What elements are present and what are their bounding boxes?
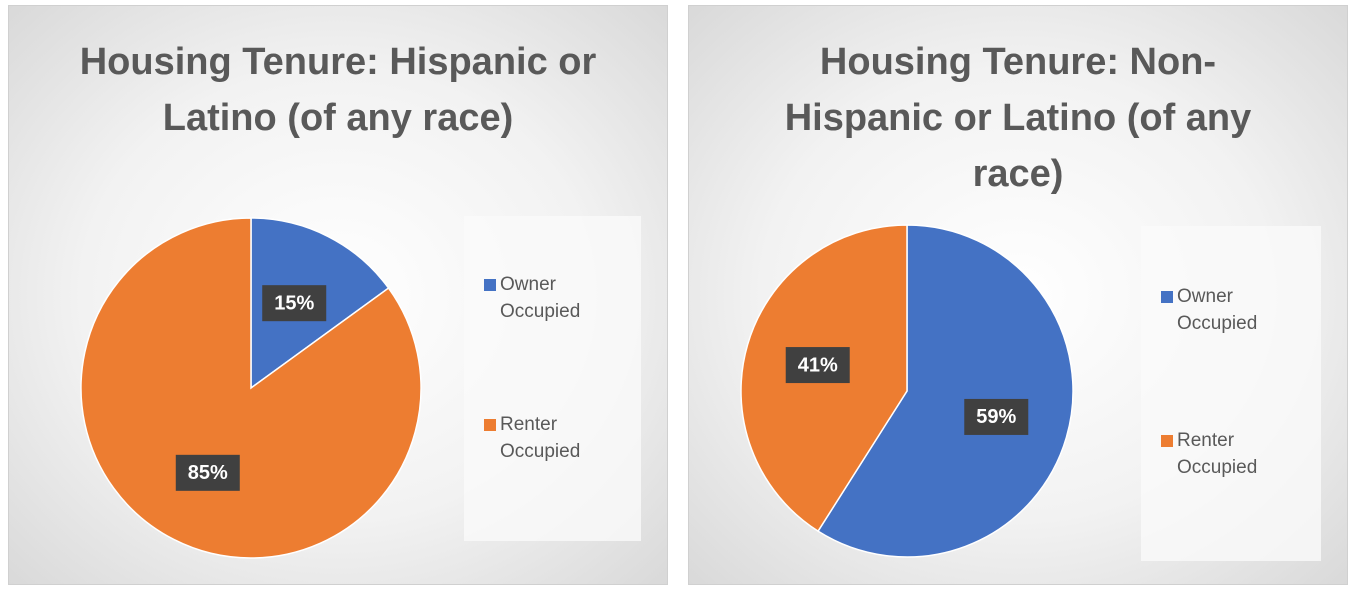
chart-title: Housing Tenure: Hispanic or Latino (of a… [79, 41, 597, 139]
chart-panel: Housing Tenure: Non-Hispanic or Latino (… [688, 5, 1348, 585]
data-label-box [964, 398, 1029, 435]
legend-label: Owner Occupied [500, 274, 581, 323]
legend-label: Renter Occupied [1177, 430, 1258, 478]
legend-item: Owner Occupied [484, 271, 630, 325]
data-label-box [175, 454, 240, 491]
legend-swatch [484, 419, 496, 431]
pie: 15% 85% [80, 217, 422, 559]
legend: Owner Occupied Renter Occupied [1141, 226, 1321, 561]
data-label: 15% [274, 292, 314, 314]
pie-slice [80, 217, 422, 559]
legend-swatch [484, 279, 496, 292]
data-label: 59% [976, 406, 1016, 428]
chart-title: Housing Tenure: Non-Hispanic or Latino (… [784, 41, 1252, 195]
legend-item: Renter Occupied [484, 411, 630, 465]
data-label: 41% [798, 354, 838, 376]
pie-slice [817, 224, 1074, 558]
data-label-box [262, 285, 327, 322]
legend-swatch [1161, 290, 1173, 303]
data-label: 85% [188, 462, 228, 484]
legend: Owner Occupied Renter Occupied [464, 216, 641, 541]
legend-swatch [1161, 435, 1173, 447]
chart-panel: Housing Tenure: Hispanic or Latino (of a… [8, 5, 668, 585]
legend-item: Owner Occupied [1161, 283, 1307, 337]
pie: 59% 41% [740, 224, 1074, 558]
legend-item: Renter Occupied [1161, 427, 1307, 481]
legend-label: Owner Occupied [1177, 285, 1258, 334]
data-label-box [785, 347, 850, 384]
legend-label: Renter Occupied [500, 414, 581, 462]
